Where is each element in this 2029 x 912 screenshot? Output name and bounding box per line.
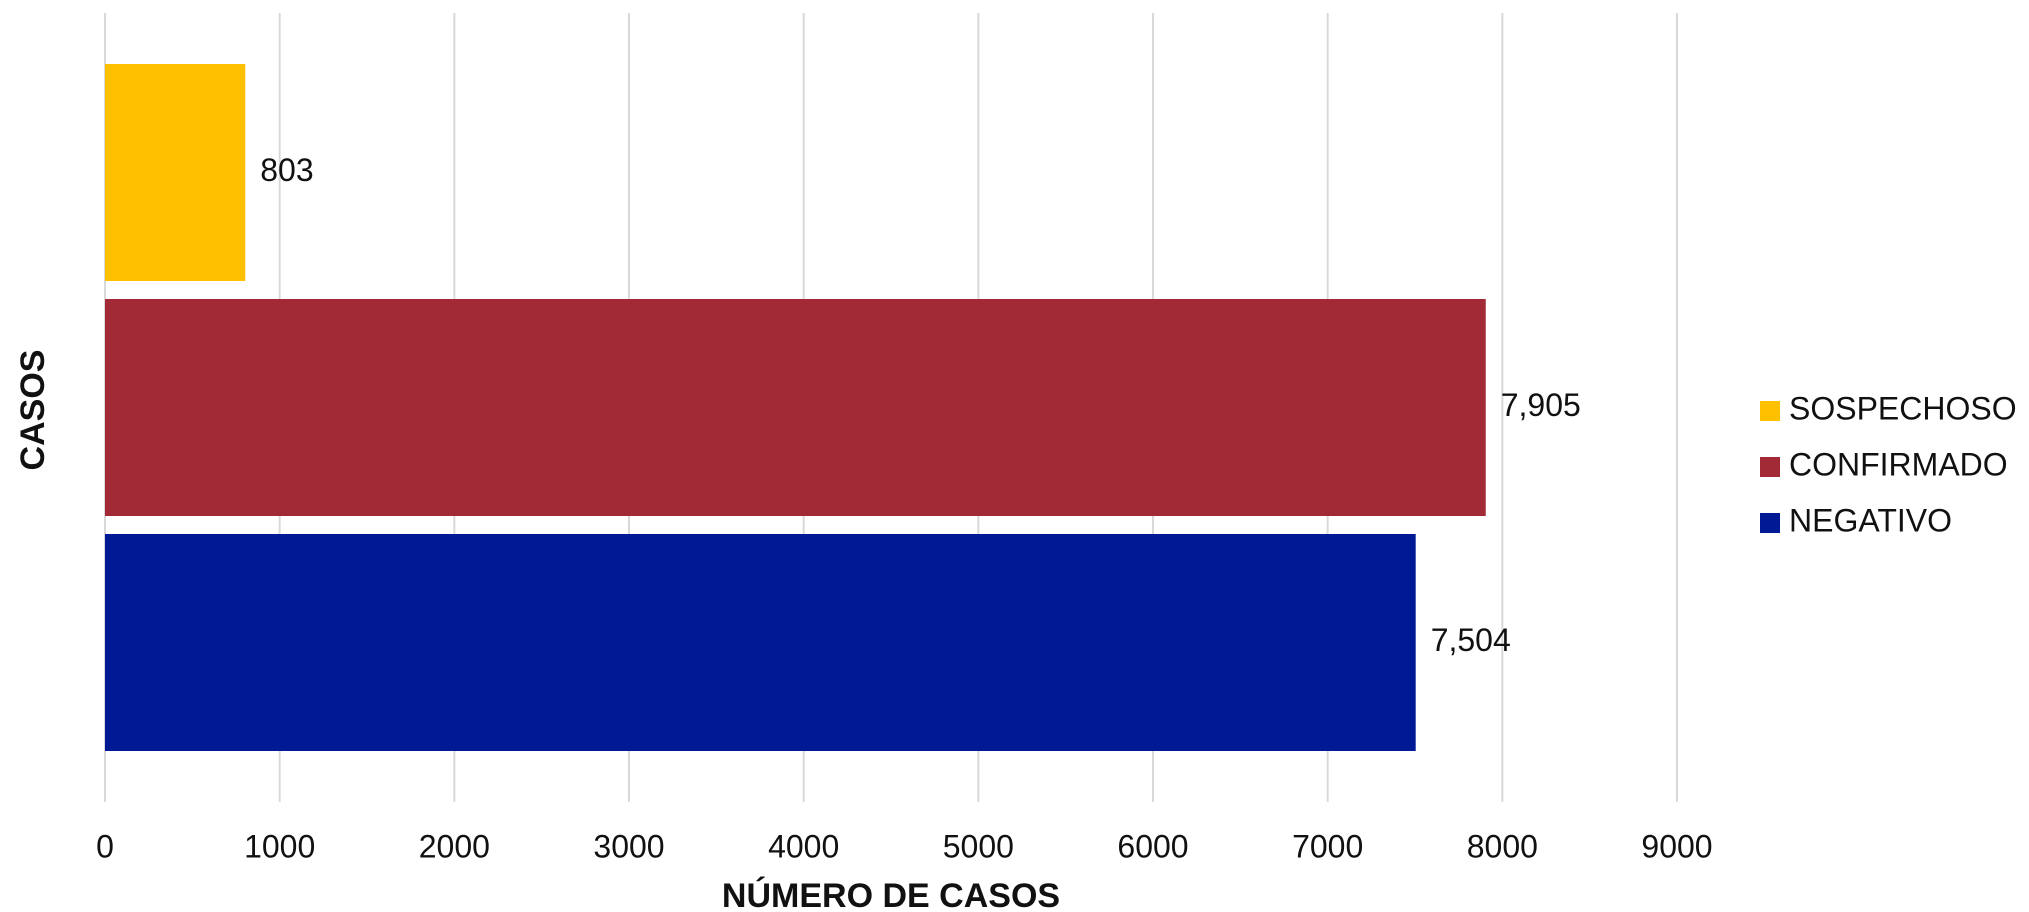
x-tick-label: 8000 [1467,828,1538,864]
value-label: 7,905 [1501,387,1581,423]
x-tick-label: 5000 [943,828,1014,864]
legend-label: CONFIRMADO [1789,446,2008,482]
legend-label: NEGATIVO [1789,502,1952,538]
x-axis-title: NÚMERO DE CASOS [722,877,1060,912]
value-label: 803 [260,152,313,188]
value-label: 7,504 [1431,622,1511,658]
x-tick-label: 0 [96,828,114,864]
bar [105,299,1486,516]
x-tick-label: 4000 [768,828,839,864]
legend-label: SOSPECHOSO [1789,390,2017,426]
x-tick-label: 9000 [1641,828,1712,864]
legend-swatch [1760,401,1780,421]
x-tick-label: 2000 [419,828,490,864]
legend-swatch [1760,457,1780,477]
bar [105,534,1416,751]
x-tick-label: 7000 [1292,828,1363,864]
y-axis-title: CASOS [14,350,52,471]
bar [105,64,246,281]
x-tick-label: 3000 [593,828,664,864]
x-tick-label: 1000 [244,828,315,864]
x-tick-label: 6000 [1117,828,1188,864]
legend-swatch [1760,513,1780,533]
